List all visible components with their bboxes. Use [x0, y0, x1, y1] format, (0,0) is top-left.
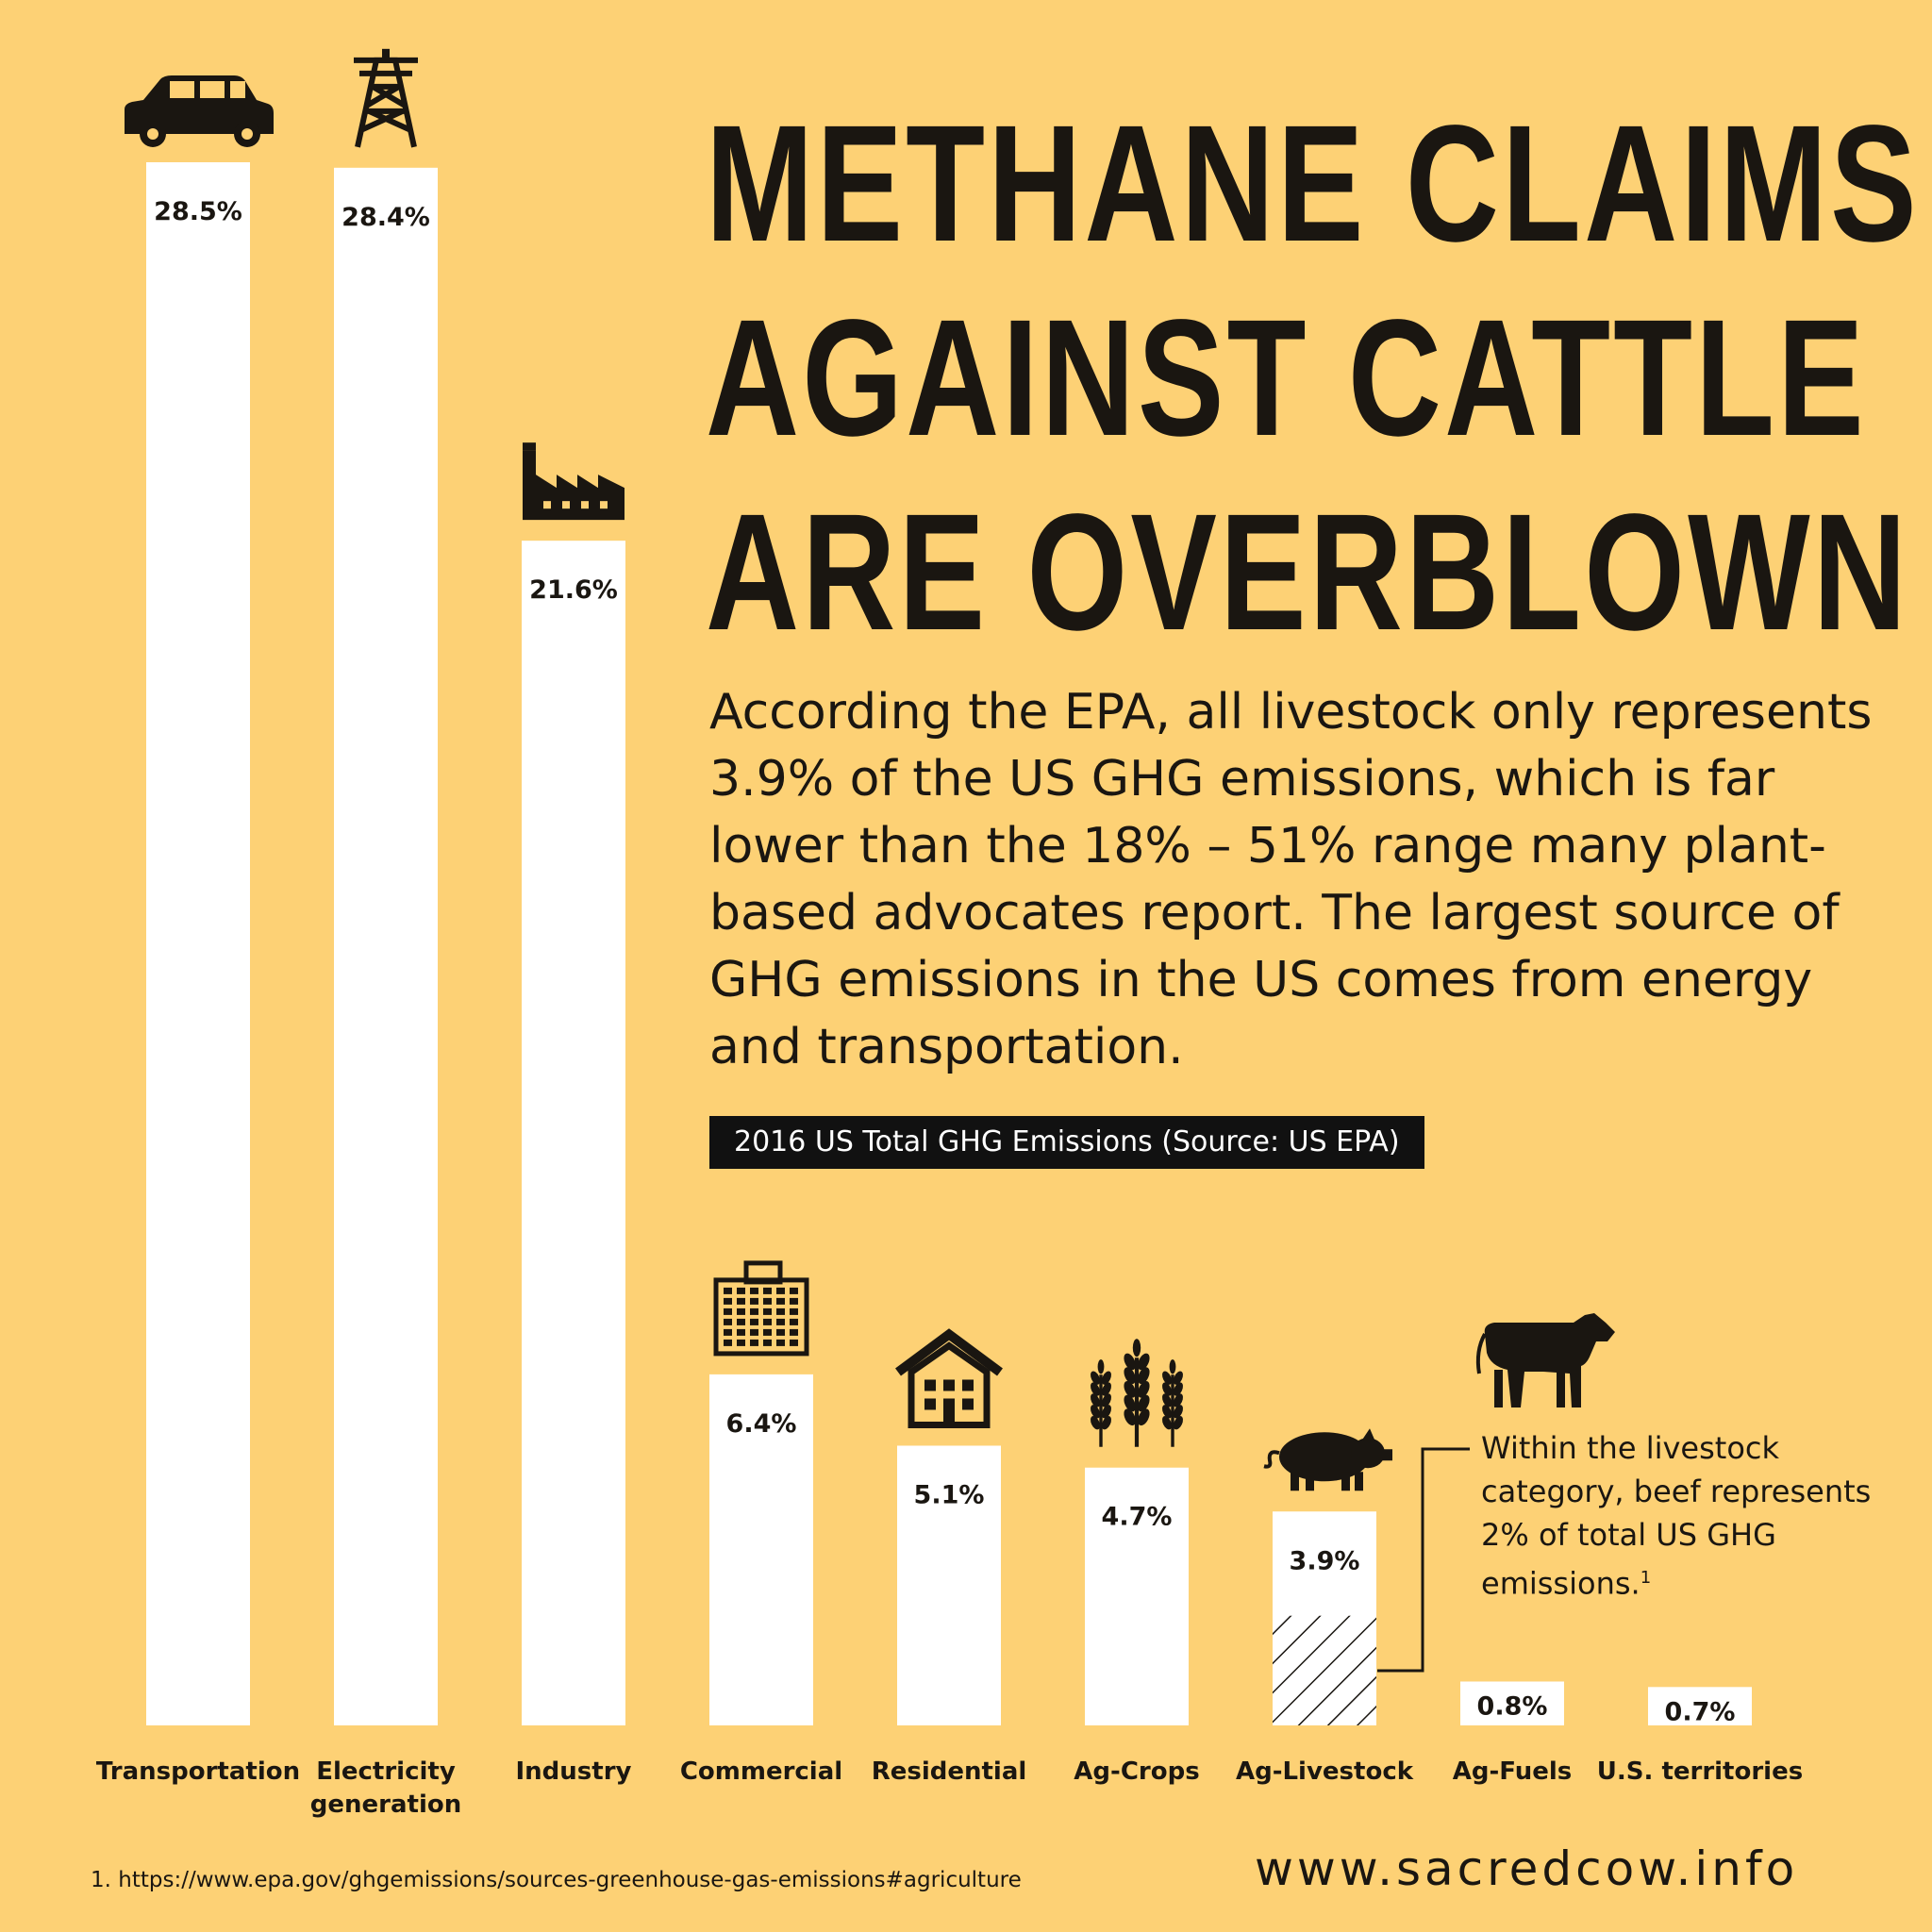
- beef-note-connector: [1377, 1447, 1470, 1673]
- value-label: 28.5%: [154, 197, 242, 226]
- bar-ag-crops: [1085, 1467, 1189, 1725]
- value-label: 0.8%: [1477, 1691, 1548, 1721]
- bar-u-s-territories: [1648, 1687, 1752, 1725]
- category-label: Ag-Livestock: [1236, 1757, 1414, 1786]
- bar-industry: [522, 541, 625, 1725]
- category-label: Electricity: [316, 1757, 456, 1786]
- cow-icon: [1475, 1313, 1615, 1407]
- office-building-icon: [713, 1260, 809, 1357]
- title-line-1: METHANE CLAIMS: [706, 92, 1920, 276]
- website-url: www.sacredcow.info: [1255, 1841, 1799, 1896]
- value-label: 6.4%: [726, 1409, 797, 1439]
- value-label: 0.7%: [1665, 1697, 1736, 1726]
- house-icon: [895, 1328, 1003, 1428]
- category-label: generation: [310, 1790, 461, 1819]
- bar-commercial: [709, 1374, 813, 1725]
- title-line-3: ARE OVERBLOWN: [706, 480, 1910, 665]
- category-label: Transportation: [96, 1757, 300, 1786]
- wheat-icon: [1091, 1339, 1183, 1447]
- intro-paragraph: According the EPA, all livestock only re…: [709, 684, 1873, 1075]
- footnote: 1. https://www.epa.gov/ghgemissions/sour…: [91, 1868, 1022, 1892]
- value-label: 4.7%: [1102, 1503, 1173, 1532]
- value-label: 5.1%: [914, 1480, 985, 1509]
- value-label: 21.6%: [529, 575, 618, 605]
- category-label: Ag-Crops: [1074, 1757, 1199, 1786]
- beef-note: Within the livestock category, beef repr…: [1481, 1426, 1896, 1606]
- category-label: Commercial: [680, 1757, 842, 1786]
- bar-electricity-generation: [334, 167, 438, 1725]
- chart-source-label: 2016 US Total GHG Emissions (Source: US …: [709, 1116, 1424, 1169]
- beef-note-text: Within the livestock category, beef repr…: [1481, 1430, 1872, 1602]
- beef-note-ref: 1: [1640, 1568, 1652, 1588]
- beef-portion-hatch: [1273, 1615, 1376, 1725]
- title-line-2: AGAINST CATTLE: [706, 286, 1867, 471]
- factory-icon: [523, 442, 625, 521]
- category-label: U.S. territories: [1597, 1757, 1803, 1786]
- value-label: 3.9%: [1290, 1546, 1360, 1575]
- bar-ag-fuels: [1460, 1681, 1564, 1725]
- car-icon: [125, 75, 274, 147]
- bar-residential: [897, 1445, 1001, 1725]
- page-title: METHANE CLAIMS AGAINST CATTLE ARE OVERBL…: [706, 87, 1920, 670]
- bar-transportation: [146, 162, 250, 1725]
- category-label: Residential: [872, 1757, 1027, 1786]
- value-label: 28.4%: [341, 203, 430, 232]
- category-label: Industry: [516, 1757, 632, 1786]
- pig-icon: [1263, 1428, 1392, 1491]
- category-label: Ag-Fuels: [1453, 1757, 1573, 1786]
- power-tower-icon: [354, 48, 418, 148]
